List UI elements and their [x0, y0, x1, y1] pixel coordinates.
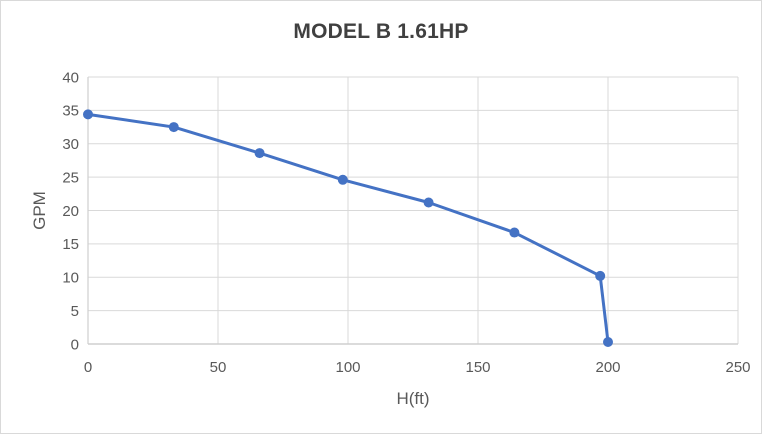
- x-tick-label: 100: [335, 359, 360, 376]
- data-point-marker: [423, 197, 434, 208]
- data-point-marker: [337, 174, 348, 185]
- x-tick-label: 200: [595, 359, 620, 376]
- x-tick-label: 250: [725, 359, 750, 376]
- y-tick-label: 10: [62, 270, 79, 287]
- data-point-marker: [603, 336, 613, 347]
- y-tick-label: 40: [62, 69, 79, 86]
- y-axis-title: GPM: [30, 191, 49, 230]
- y-tick-label: 15: [62, 236, 79, 253]
- data-point-marker: [509, 227, 520, 238]
- x-axis-title: H(ft): [396, 389, 429, 408]
- data-point-marker: [254, 148, 265, 159]
- y-tick-label: 30: [62, 136, 79, 153]
- y-tick-label: 20: [62, 203, 79, 220]
- y-tick-label: 35: [62, 103, 79, 120]
- x-tick-label: 150: [465, 359, 490, 376]
- data-point-marker: [168, 122, 179, 133]
- x-tick-label: 50: [210, 359, 227, 376]
- y-tick-label: 25: [62, 169, 79, 186]
- y-tick-label: 5: [71, 303, 79, 320]
- chart-title: MODEL B 1.61HP: [293, 20, 469, 43]
- data-point-marker: [83, 109, 93, 120]
- x-tick-label: 0: [84, 359, 92, 376]
- y-tick-label: 0: [71, 336, 79, 353]
- data-point-marker: [595, 270, 606, 281]
- series-line: [86, 112, 610, 344]
